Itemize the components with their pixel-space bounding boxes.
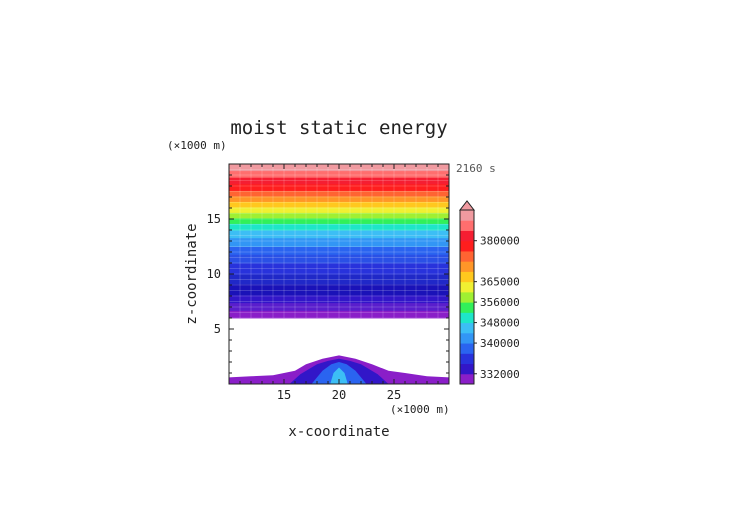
contour-layer-13 (229, 212, 449, 219)
colorbar-label-4: 365000 (480, 276, 520, 289)
colorbar-segment-0 (460, 373, 474, 385)
colorbar-segment-5 (460, 322, 474, 334)
chart-title: moist static energy (230, 117, 447, 139)
colorbar-segment-13 (460, 240, 474, 252)
colorbar-segment-12 (460, 250, 474, 262)
contour-layer-8 (229, 246, 449, 255)
x-axis-title: x-coordinate (288, 424, 389, 440)
contour-layer-3 (229, 294, 449, 304)
grid-lines (229, 164, 449, 319)
colorbar-segment-10 (460, 271, 474, 283)
x-axis: 15 20 25 (239, 164, 439, 402)
contour-layer-2 (229, 302, 449, 311)
contour-layer-17 (229, 190, 449, 197)
y-axis-title: z-coordinate (184, 223, 200, 324)
contour-layer-11 (229, 223, 449, 231)
colorbar-segment-4 (460, 332, 474, 344)
contour-layer-5 (229, 274, 449, 285)
colorbar-extend-arrow (458, 200, 476, 211)
colorbar-segment-8 (460, 291, 474, 303)
contour-layer-14 (229, 206, 449, 213)
y-axis: 5 10 15 (207, 174, 449, 374)
colorbar-segment-2 (460, 353, 474, 365)
contour-layer-10 (229, 230, 449, 239)
mountain-core (330, 367, 348, 384)
contour-layer-15 (229, 201, 449, 208)
contour-layer-20 (229, 170, 449, 178)
colorbar-segment-1 (460, 363, 474, 375)
colorbar-segment-6 (460, 312, 474, 324)
colorbar-label-0: 332000 (480, 368, 520, 381)
contour-layer-16 (229, 195, 449, 202)
mountain-contours (229, 355, 449, 384)
colorbar-segment-14 (460, 230, 474, 242)
colorbar-segment-16 (460, 210, 474, 221)
y-unit-label: (×1000 m) (167, 139, 227, 152)
colorbar-segment-15 (460, 220, 474, 231)
contour-layer-12 (229, 217, 449, 224)
x-unit-label: (×1000 m) (390, 403, 450, 416)
colorbar-label-1: 340000 (480, 337, 520, 350)
colorbar-label-3: 356000 (480, 296, 520, 309)
contour-layer-9 (229, 237, 449, 247)
y-tick-label-15: 15 (207, 212, 221, 226)
time-label: 2160 s (456, 162, 496, 175)
x-tick-label-20: 20 (332, 388, 346, 402)
contour-layer-7 (229, 254, 449, 264)
colorbar-segment-3 (460, 343, 474, 354)
contour-layer-6 (229, 263, 449, 275)
x-tick-label-25: 25 (387, 388, 401, 402)
contour-layer-4 (229, 283, 449, 296)
colorbar-label-2: 348000 (480, 317, 520, 330)
colorbar-segment-11 (460, 261, 474, 272)
y-tick-label-5: 5 (214, 322, 221, 336)
colorbar-label-5: 380000 (480, 235, 520, 248)
colorbar-segment-7 (460, 302, 474, 313)
x-tick-label-15: 15 (277, 388, 291, 402)
y-tick-label-10: 10 (207, 267, 221, 281)
contour-layer-1 (229, 310, 449, 319)
colorbar: 332000 340000 348000 356000 365000 380000 (458, 200, 520, 385)
colorbar-frame (459, 209, 475, 385)
contour-layer-18 (229, 183, 449, 191)
contour-layer-19 (229, 177, 449, 185)
colorbar-segment-9 (460, 281, 474, 293)
